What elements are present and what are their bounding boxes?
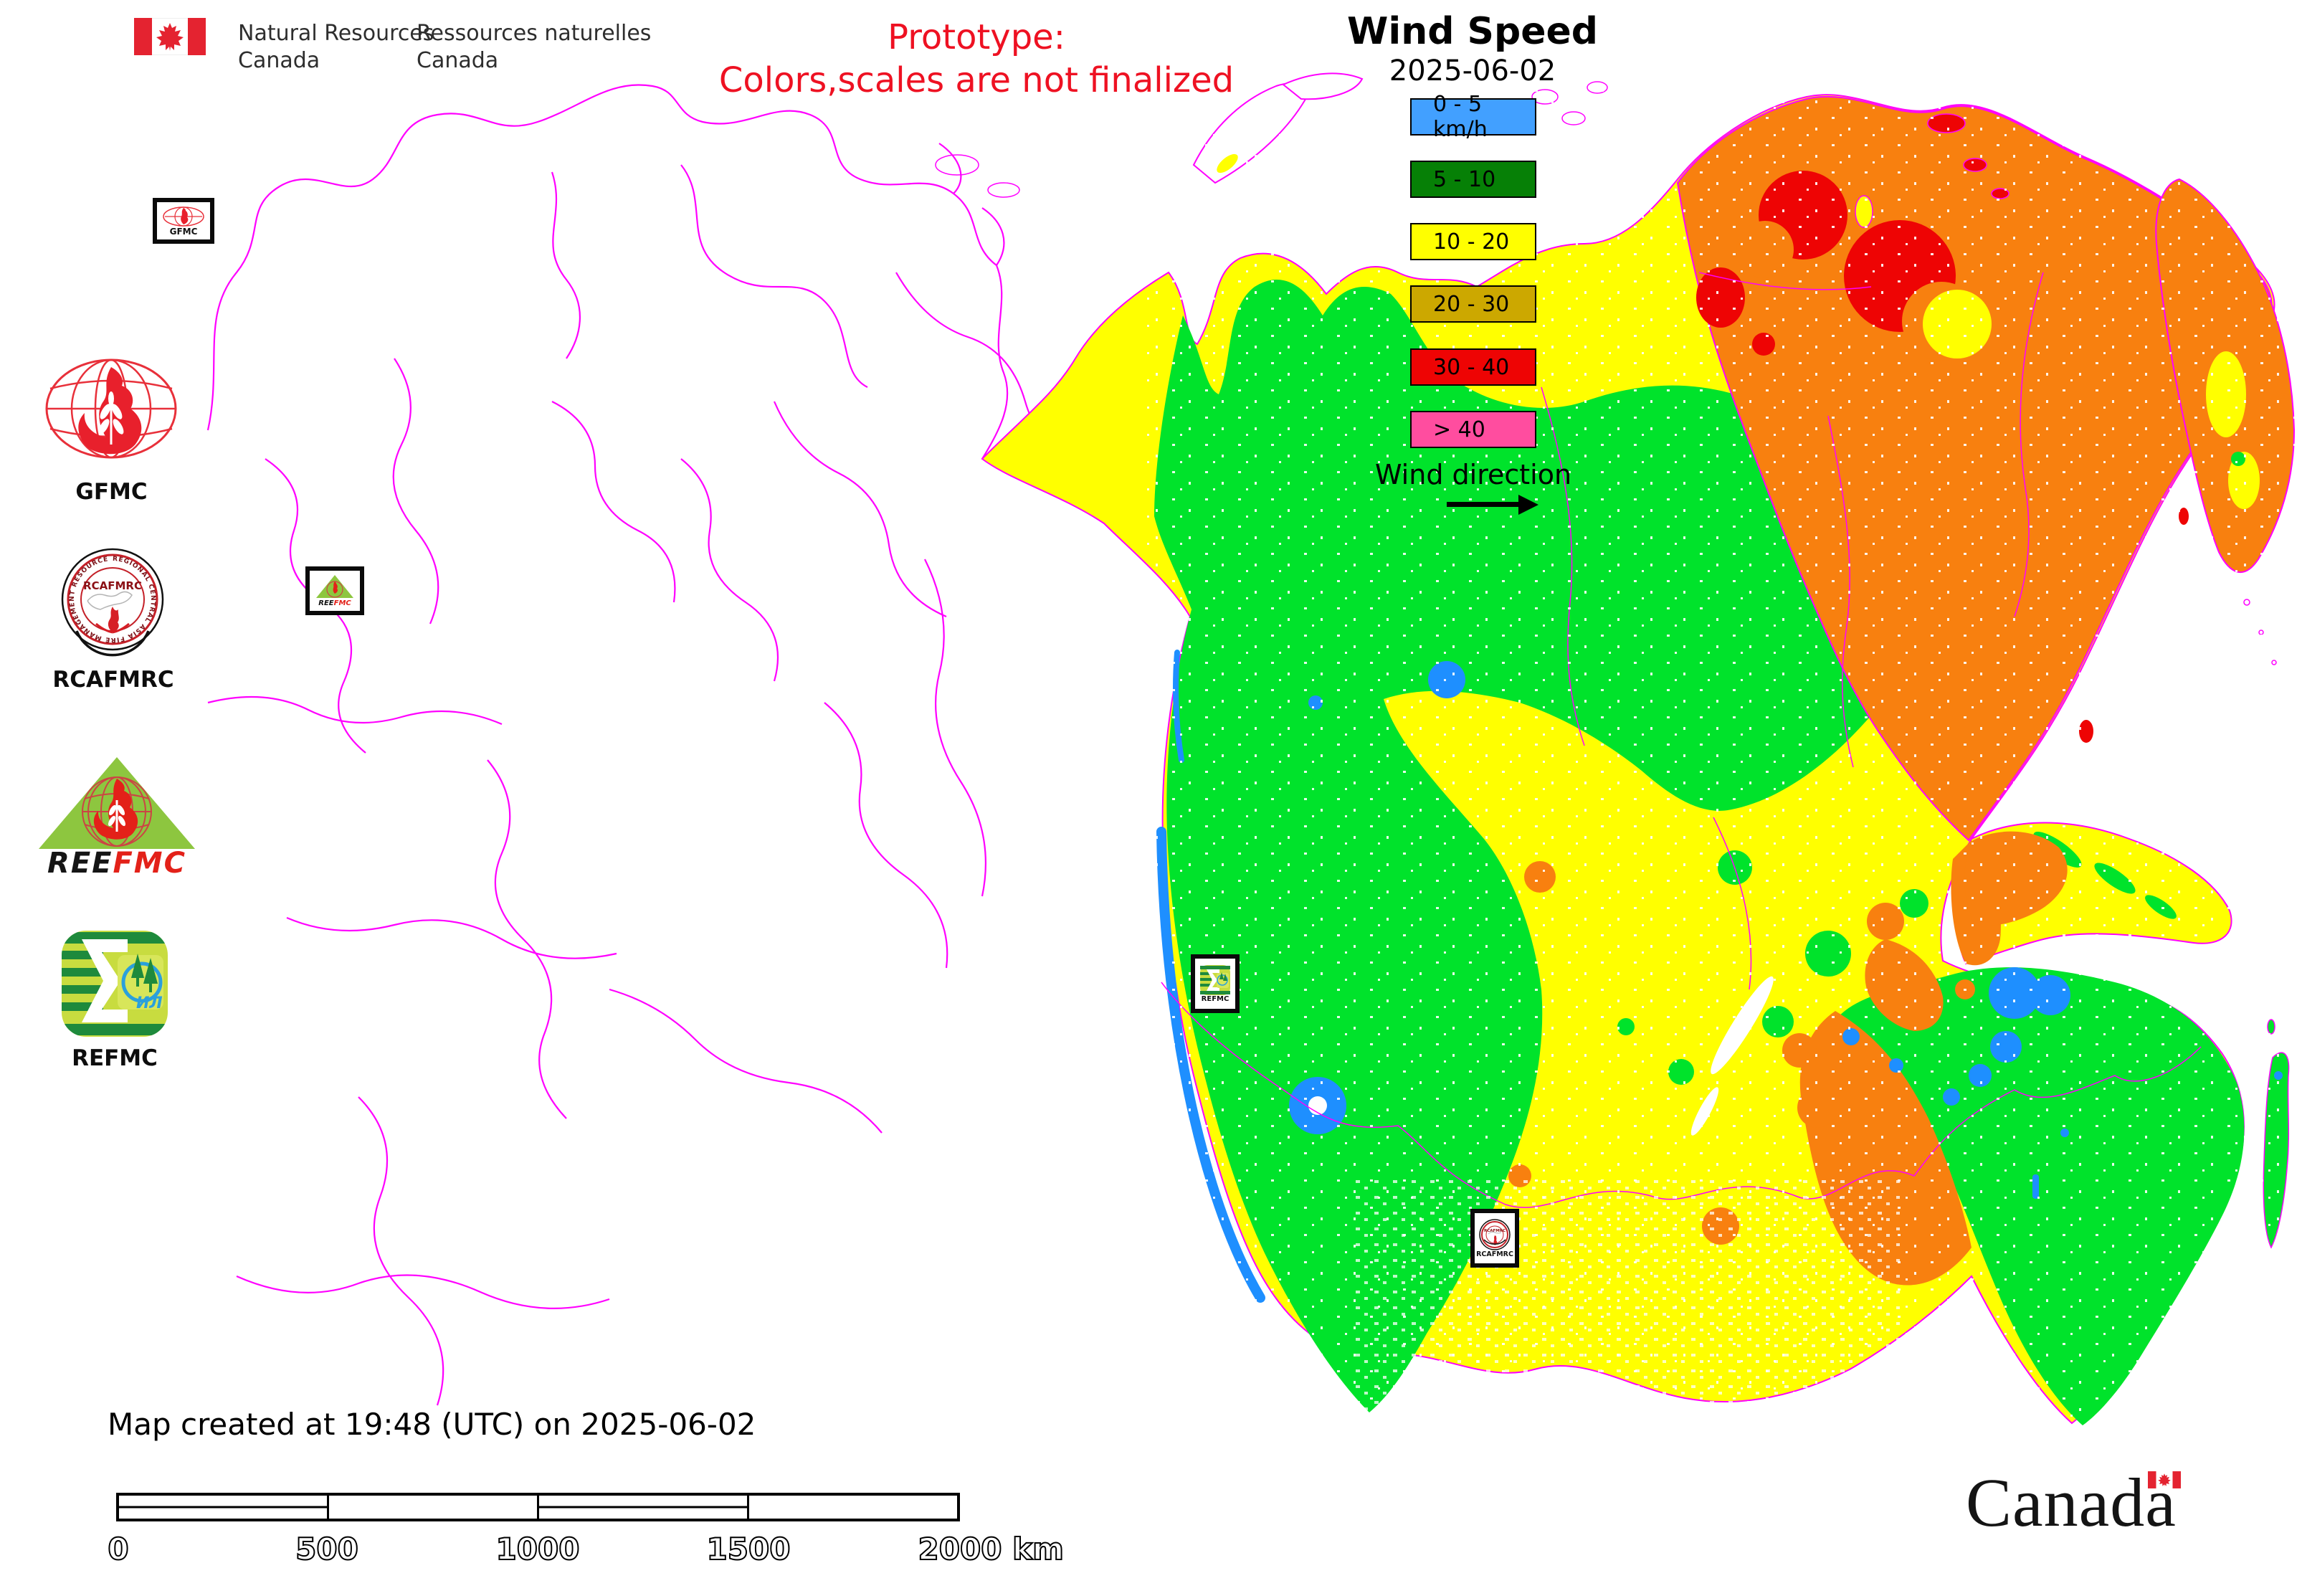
gfmc-label: GFMC	[75, 479, 148, 505]
dept-name-en: Natural Resources Canada	[238, 21, 434, 73]
scale-tick-1000: 1000	[495, 1531, 581, 1567]
gfmc-mini-icon	[163, 206, 204, 227]
prototype-notice: Prototype: Colors,scales are not finaliz…	[718, 17, 1235, 100]
legend-item-40plus: > 40	[1410, 411, 1536, 448]
western-region-outlines	[206, 84, 1090, 1406]
wordmark-flag-icon	[2148, 1471, 2181, 1488]
canada-wordmark: Canada	[1966, 1464, 2177, 1541]
legend-item-30-40: 30 - 40	[1410, 348, 1536, 386]
scale-segment-4	[749, 1496, 957, 1519]
map-marker-gfmc: GFMC	[153, 198, 214, 244]
scale-tick-1500: 1500	[706, 1531, 791, 1567]
reefmc-wordmark: REEFMC	[47, 847, 186, 880]
scale-unit: km	[1012, 1531, 1065, 1567]
reefmc-mini-icon	[316, 575, 353, 598]
legend-item-5-10: 5 - 10	[1410, 161, 1536, 198]
svg-text:RCAFMRC: RCAFMRC	[1484, 1229, 1506, 1233]
scale-bar	[116, 1493, 960, 1521]
canada-flag-icon	[134, 18, 206, 55]
scale-segment-2	[329, 1496, 539, 1519]
wind-direction-arrowhead	[1518, 495, 1538, 515]
map-marker-reefmc: REEFMC	[305, 566, 364, 615]
rcafmrc-mini-icon: RCAFMRC	[1479, 1219, 1511, 1250]
legend-item-10-20: 10 - 20	[1410, 223, 1536, 260]
refmc-mini-icon	[1200, 965, 1230, 995]
wind-direction-label: Wind direction	[1374, 459, 1572, 490]
legend-title: Wind Speed	[1347, 10, 1598, 53]
legend-item-0-5: 0 - 5 km/h	[1410, 92, 1536, 142]
reefmc-logo: REEFMC	[39, 757, 195, 880]
scale-segment-1	[119, 1496, 329, 1519]
wind-direction-arrow	[1447, 502, 1521, 507]
refmc-logo: ИЛ	[62, 931, 168, 1037]
wind-speed-map	[206, 72, 2302, 1434]
gfmc-logo	[45, 358, 177, 459]
map-marker-refmc: REFMC	[1191, 954, 1240, 1013]
scale-tick-2000: 2000	[918, 1531, 1003, 1567]
refmc-inner-text: ИЛ	[136, 994, 163, 1012]
scale-tick-0: 0	[107, 1531, 129, 1567]
scale-tick-500: 500	[295, 1531, 359, 1567]
rcafmrc-badge-text: RCAFMRC	[83, 579, 142, 592]
dept-name-fr: Ressources naturelles Canada	[417, 21, 652, 73]
legend-date: 2025-06-02	[1389, 54, 1556, 87]
legend-item-20-30: 20 - 30	[1410, 285, 1536, 323]
map-marker-rcafmrc: RCAFMRC RCAFMRC	[1470, 1209, 1519, 1268]
scale-segment-3	[539, 1496, 749, 1519]
created-timestamp: Map created at 19:48 (UTC) on 2025-06-02	[108, 1407, 756, 1442]
rcafmrc-label: RCAFMRC	[52, 667, 174, 693]
rcafmrc-logo: REGIONAL CENTRAL ASIA FIRE MANAGEMENT RE…	[59, 543, 164, 657]
speckle-overlay-south	[1355, 1176, 1900, 1420]
refmc-label: REFMC	[72, 1045, 158, 1071]
